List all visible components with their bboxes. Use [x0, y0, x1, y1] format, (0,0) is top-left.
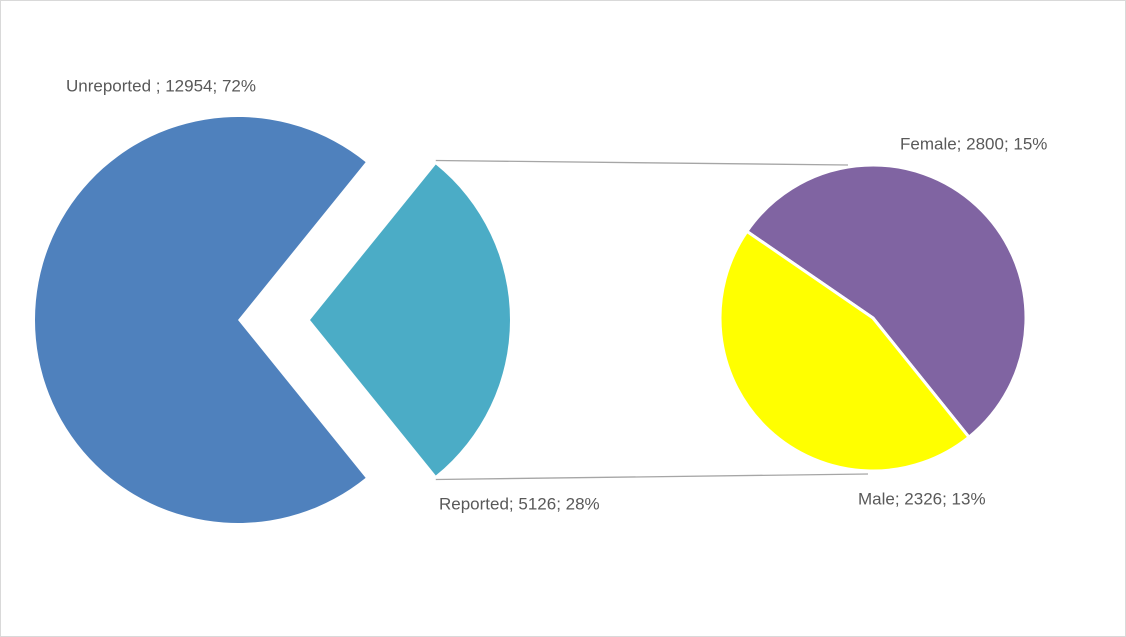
connector-line	[435, 159, 849, 166]
data-label: Female; 2800; 15%	[900, 134, 1047, 153]
pie-slice	[34, 117, 366, 524]
data-label: Male; 2326; 13%	[858, 489, 986, 508]
data-label: Unreported ; 12954; 72%	[66, 76, 256, 95]
pie-slice	[744, 163, 1028, 440]
connector-line	[435, 473, 869, 481]
pie-slice	[310, 164, 510, 476]
pie-slice	[718, 229, 972, 473]
data-label: Reported; 5126; 28%	[439, 494, 600, 513]
